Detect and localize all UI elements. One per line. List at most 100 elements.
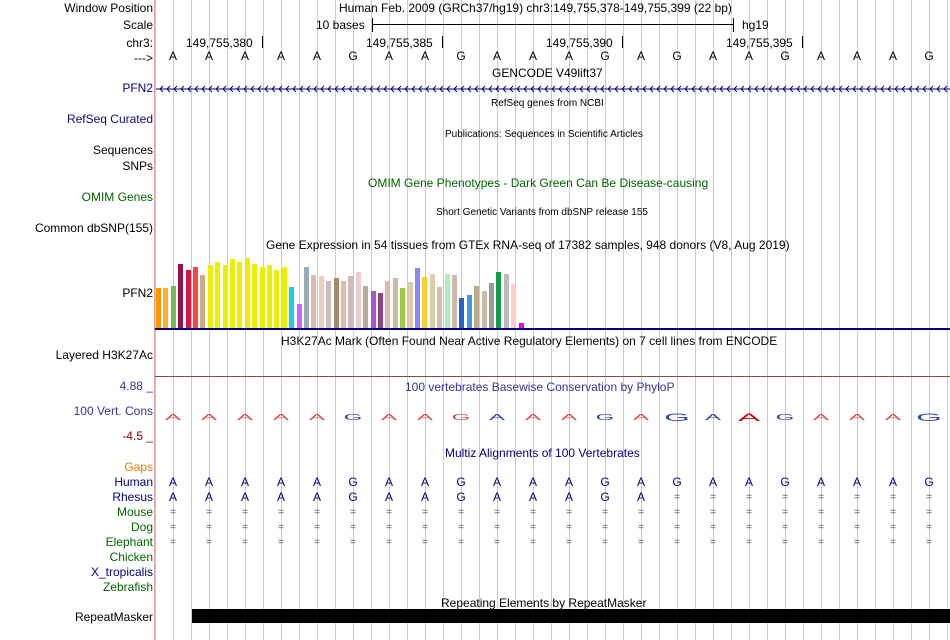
- gtex-tissue-bar[interactable]: [355, 272, 361, 328]
- species-label-dog[interactable]: Dog: [130, 520, 153, 534]
- gtex-tissue-bar[interactable]: [474, 286, 480, 328]
- omim-track-title[interactable]: OMIM Gene Phenotypes - Dark Green Can Be…: [368, 176, 709, 190]
- gtex-tissue-bar[interactable]: [267, 265, 272, 328]
- species-label-human[interactable]: Human: [114, 475, 153, 489]
- gtex-tissue-bar[interactable]: [230, 259, 235, 328]
- gtex-tissue-bar[interactable]: [311, 275, 317, 328]
- gtex-tissue-bar[interactable]: [326, 281, 332, 328]
- species-label-elephant[interactable]: Elephant: [105, 535, 153, 549]
- strand-arrow: [495, 85, 500, 93]
- pfn2-gene-model[interactable]: [156, 82, 950, 94]
- repeatmasker-track-title[interactable]: Repeating Elements by RepeatMasker: [441, 596, 647, 610]
- gtex-tissue-bar[interactable]: [170, 286, 176, 328]
- sequence-base: A: [276, 49, 285, 63]
- sequence-base: A: [384, 49, 393, 63]
- gtex-tissue-bar[interactable]: [222, 265, 228, 328]
- gtex-tissue-bar[interactable]: [304, 267, 309, 328]
- assembly-label: hg19: [742, 18, 769, 32]
- gtex-tissue-bar[interactable]: [452, 275, 457, 328]
- gtex-tissue-bar[interactable]: [296, 304, 302, 328]
- gtex-bar-chart[interactable]: [156, 254, 546, 328]
- gtex-tissue-bar[interactable]: [156, 288, 161, 328]
- repeatmasker-label[interactable]: RepeatMasker: [74, 610, 153, 624]
- alignment-cell: A: [276, 490, 285, 504]
- alignment-cell: =: [710, 507, 716, 518]
- alignment-cell: A: [168, 490, 177, 504]
- pfn2-gene-label[interactable]: PFN2: [122, 81, 153, 95]
- gtex-tissue-bar[interactable]: [163, 288, 169, 328]
- gtex-tissue-bar[interactable]: [370, 291, 376, 328]
- layered-h3k27ac-label[interactable]: Layered H3K27Ac: [55, 348, 153, 362]
- refseq-curated-label[interactable]: RefSeq Curated: [66, 112, 153, 126]
- gtex-tissue-bar[interactable]: [348, 276, 354, 328]
- pfn2-gtex-label[interactable]: PFN2: [122, 286, 153, 300]
- gtex-tissue-bar[interactable]: [281, 267, 287, 328]
- gtex-tissue-bar[interactable]: [244, 258, 250, 328]
- alignment-cell: =: [206, 522, 212, 533]
- gtex-tissue-bar[interactable]: [207, 265, 213, 328]
- gtex-tissue-bar[interactable]: [185, 270, 191, 328]
- gencode-track-title[interactable]: GENCODE V49lift37: [492, 66, 603, 80]
- gtex-tissue-bar[interactable]: [341, 281, 346, 328]
- omim-genes-label[interactable]: OMIM Genes: [81, 190, 153, 204]
- species-label-chicken[interactable]: Chicken: [109, 550, 153, 564]
- species-label-mouse[interactable]: Mouse: [116, 505, 153, 519]
- gtex-tissue-bar[interactable]: [511, 284, 517, 328]
- gtex-tissue-bar[interactable]: [400, 288, 406, 328]
- species-label-zebrafish[interactable]: Zebrafish: [102, 580, 153, 594]
- gtex-tissue-bar[interactable]: [415, 268, 420, 328]
- strand-arrow: [838, 85, 843, 93]
- scale-bar: [372, 18, 734, 32]
- gtex-tissue-bar[interactable]: [333, 278, 339, 328]
- gtex-tissue-bar[interactable]: [496, 272, 502, 328]
- repeat-element-block[interactable]: [192, 609, 950, 623]
- strand-arrow: [866, 85, 871, 93]
- alignment-cell: =: [602, 537, 608, 548]
- gtex-tissue-bar[interactable]: [289, 287, 295, 328]
- gtex-tissue-bar[interactable]: [385, 281, 391, 328]
- gtex-tissue-bar[interactable]: [489, 283, 494, 328]
- gtex-tissue-bar[interactable]: [274, 270, 280, 328]
- gtex-tissue-bar[interactable]: [178, 264, 184, 328]
- dbsnp-track-title[interactable]: Short Genetic Variants from dbSNP releas…: [436, 207, 648, 218]
- gtex-tissue-bar[interactable]: [237, 262, 243, 328]
- species-label-rhesus[interactable]: Rhesus: [112, 490, 153, 504]
- strand-arrow: [439, 85, 444, 93]
- gtex-tissue-bar[interactable]: [259, 267, 265, 328]
- alignment-cell: =: [638, 537, 644, 548]
- common-dbsnp-label[interactable]: Common dbSNP(155): [34, 221, 153, 235]
- refseq-track-title[interactable]: RefSeq genes from NCBI: [491, 98, 604, 109]
- gtex-tissue-bar[interactable]: [459, 298, 465, 328]
- gtex-tissue-bar[interactable]: [318, 276, 324, 328]
- publications-track-title[interactable]: Publications: Sequences in Scientific Ar…: [445, 129, 643, 140]
- ruler-tick: [442, 36, 443, 48]
- gtex-tissue-bar[interactable]: [215, 262, 221, 328]
- species-label-x_tropicalis[interactable]: X_tropicalis: [90, 565, 153, 579]
- gtex-tissue-bar[interactable]: [444, 274, 450, 328]
- gtex-tissue-bar[interactable]: [518, 323, 524, 328]
- strand-arrow: [432, 85, 437, 93]
- h3k27ac-track-title[interactable]: H3K27Ac Mark (Often Found Near Active Re…: [281, 334, 778, 348]
- snps-label[interactable]: SNPs: [122, 159, 153, 173]
- gtex-tissue-bar[interactable]: [481, 291, 487, 328]
- multiz-track-title[interactable]: Multiz Alignments of 100 Vertebrates: [445, 446, 640, 460]
- gtex-tissue-bar[interactable]: [252, 264, 258, 328]
- sequence-base: A: [636, 49, 645, 63]
- alignment-cell: A: [816, 475, 825, 489]
- gtex-tissue-bar[interactable]: [200, 275, 206, 328]
- gtex-tissue-bar[interactable]: [407, 282, 413, 328]
- gtex-tissue-bar[interactable]: [363, 286, 369, 328]
- gtex-tissue-bar[interactable]: [422, 277, 428, 328]
- gtex-tissue-bar[interactable]: [503, 274, 509, 328]
- gtex-tissue-bar[interactable]: [466, 295, 472, 328]
- sequences-label[interactable]: Sequences: [92, 143, 153, 157]
- cons-track-label[interactable]: 100 Vert. Cons: [73, 404, 153, 418]
- gtex-tissue-bar[interactable]: [429, 274, 435, 328]
- gtex-track-title[interactable]: Gene Expression in 54 tissues from GTEx …: [266, 238, 790, 252]
- phylop-track-title[interactable]: 100 vertebrates Basewise Conservation by…: [405, 380, 675, 394]
- gtex-tissue-bar[interactable]: [378, 293, 383, 328]
- gtex-tissue-bar[interactable]: [392, 278, 398, 328]
- gtex-tissue-bar[interactable]: [437, 287, 443, 328]
- gtex-tissue-bar[interactable]: [193, 267, 198, 328]
